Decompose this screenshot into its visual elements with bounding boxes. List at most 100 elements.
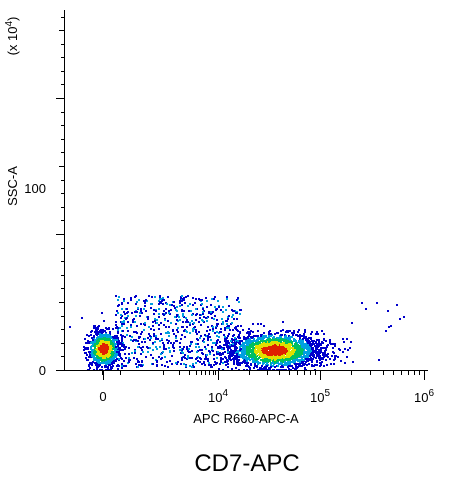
event-dot xyxy=(164,356,166,358)
event-dot xyxy=(170,342,172,344)
event-dot xyxy=(195,329,197,331)
event-dot xyxy=(216,353,218,355)
event-dot xyxy=(182,352,184,354)
event-dot xyxy=(112,351,114,353)
event-dot xyxy=(296,356,298,358)
event-dot xyxy=(270,344,272,346)
event-dot xyxy=(323,333,325,335)
event-dot xyxy=(303,335,305,337)
event-dot xyxy=(253,360,255,362)
event-dot xyxy=(304,337,306,339)
event-dot xyxy=(160,353,162,355)
event-dot xyxy=(238,359,240,361)
event-dot xyxy=(385,330,387,332)
event-dot xyxy=(164,319,166,321)
event-dot xyxy=(200,335,202,337)
event-dot xyxy=(190,343,192,345)
event-dot xyxy=(175,362,177,364)
event-dot xyxy=(110,343,112,345)
event-dot xyxy=(155,337,157,339)
event-dot xyxy=(97,328,99,330)
event-dot xyxy=(160,298,162,300)
event-dot xyxy=(201,349,203,351)
event-dot xyxy=(201,319,203,321)
event-dot xyxy=(121,335,123,337)
event-dot xyxy=(351,322,353,324)
event-dot xyxy=(252,358,254,360)
event-dot xyxy=(307,338,309,340)
event-dot xyxy=(192,297,194,299)
event-dot xyxy=(299,364,301,366)
event-dot xyxy=(121,325,123,327)
event-dot xyxy=(179,342,181,344)
event-dot xyxy=(207,358,209,360)
event-dot xyxy=(112,345,114,347)
event-dot xyxy=(308,363,310,365)
event-dot xyxy=(238,354,240,356)
event-dot xyxy=(308,349,310,351)
event-dot xyxy=(211,298,213,300)
event-dot xyxy=(219,345,221,347)
event-dot xyxy=(346,338,348,340)
event-dot xyxy=(223,334,225,336)
event-dot xyxy=(195,331,197,333)
event-dot xyxy=(135,303,137,305)
event-dot xyxy=(331,355,333,357)
event-dot xyxy=(96,368,98,370)
event-dot xyxy=(128,353,130,355)
event-dot xyxy=(123,320,125,322)
event-dot xyxy=(237,361,239,363)
event-dot xyxy=(261,346,263,348)
event-dot xyxy=(93,345,95,347)
event-dot xyxy=(181,309,183,311)
event-dot xyxy=(120,317,122,319)
event-dot xyxy=(95,327,97,329)
event-dot xyxy=(102,353,104,355)
event-dot xyxy=(179,346,181,348)
event-dot xyxy=(84,338,86,340)
event-dot xyxy=(141,312,143,314)
event-dot xyxy=(131,312,133,314)
event-dot xyxy=(139,312,141,314)
event-dot xyxy=(144,341,146,343)
event-dot xyxy=(178,316,180,318)
event-dot xyxy=(138,299,140,301)
event-dot xyxy=(129,335,131,337)
event-dot xyxy=(111,363,113,365)
event-dot xyxy=(326,345,328,347)
event-dot xyxy=(271,350,273,352)
event-dot xyxy=(135,331,137,333)
event-dot xyxy=(168,310,170,312)
event-dot xyxy=(143,329,145,331)
event-dot xyxy=(206,320,208,322)
event-dot xyxy=(265,345,267,347)
event-dot xyxy=(274,333,276,335)
event-dot xyxy=(308,340,310,342)
event-dot xyxy=(257,343,259,345)
event-dot xyxy=(322,347,324,349)
event-dot xyxy=(243,338,245,340)
event-dot xyxy=(103,338,105,340)
event-dot xyxy=(159,301,161,303)
event-dot xyxy=(159,340,161,342)
event-dot xyxy=(155,335,157,337)
event-dot xyxy=(112,328,114,330)
event-dot xyxy=(234,350,236,352)
event-dot xyxy=(150,354,152,356)
event-dot xyxy=(207,344,209,346)
event-dot xyxy=(185,317,187,319)
event-dot xyxy=(176,319,178,321)
event-dot xyxy=(231,351,233,353)
event-dot xyxy=(316,352,318,354)
event-dot xyxy=(215,327,217,329)
event-dot xyxy=(173,333,175,335)
event-dot xyxy=(277,347,279,349)
event-dot xyxy=(124,336,126,338)
event-dot xyxy=(180,363,182,365)
event-dot xyxy=(273,339,275,341)
event-dot xyxy=(161,338,163,340)
event-dot xyxy=(269,360,271,362)
event-dot xyxy=(254,363,256,365)
event-dot xyxy=(252,351,254,353)
event-dot xyxy=(117,312,119,314)
